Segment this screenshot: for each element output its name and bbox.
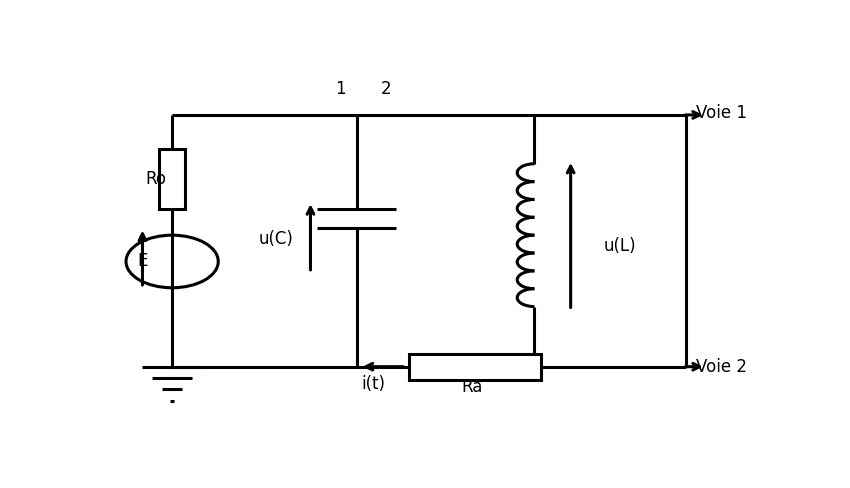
Text: u(C): u(C) <box>259 230 294 248</box>
Text: E: E <box>138 252 148 270</box>
Text: Voie 2: Voie 2 <box>696 358 747 376</box>
Text: 1: 1 <box>335 80 345 98</box>
Text: Ra: Ra <box>462 378 483 396</box>
FancyBboxPatch shape <box>410 353 541 380</box>
Text: u(L): u(L) <box>604 238 637 255</box>
Text: 2: 2 <box>381 80 392 98</box>
FancyBboxPatch shape <box>159 149 185 209</box>
Text: Ro: Ro <box>146 170 167 188</box>
Text: Voie 1: Voie 1 <box>696 104 747 122</box>
Text: i(t): i(t) <box>361 375 385 392</box>
